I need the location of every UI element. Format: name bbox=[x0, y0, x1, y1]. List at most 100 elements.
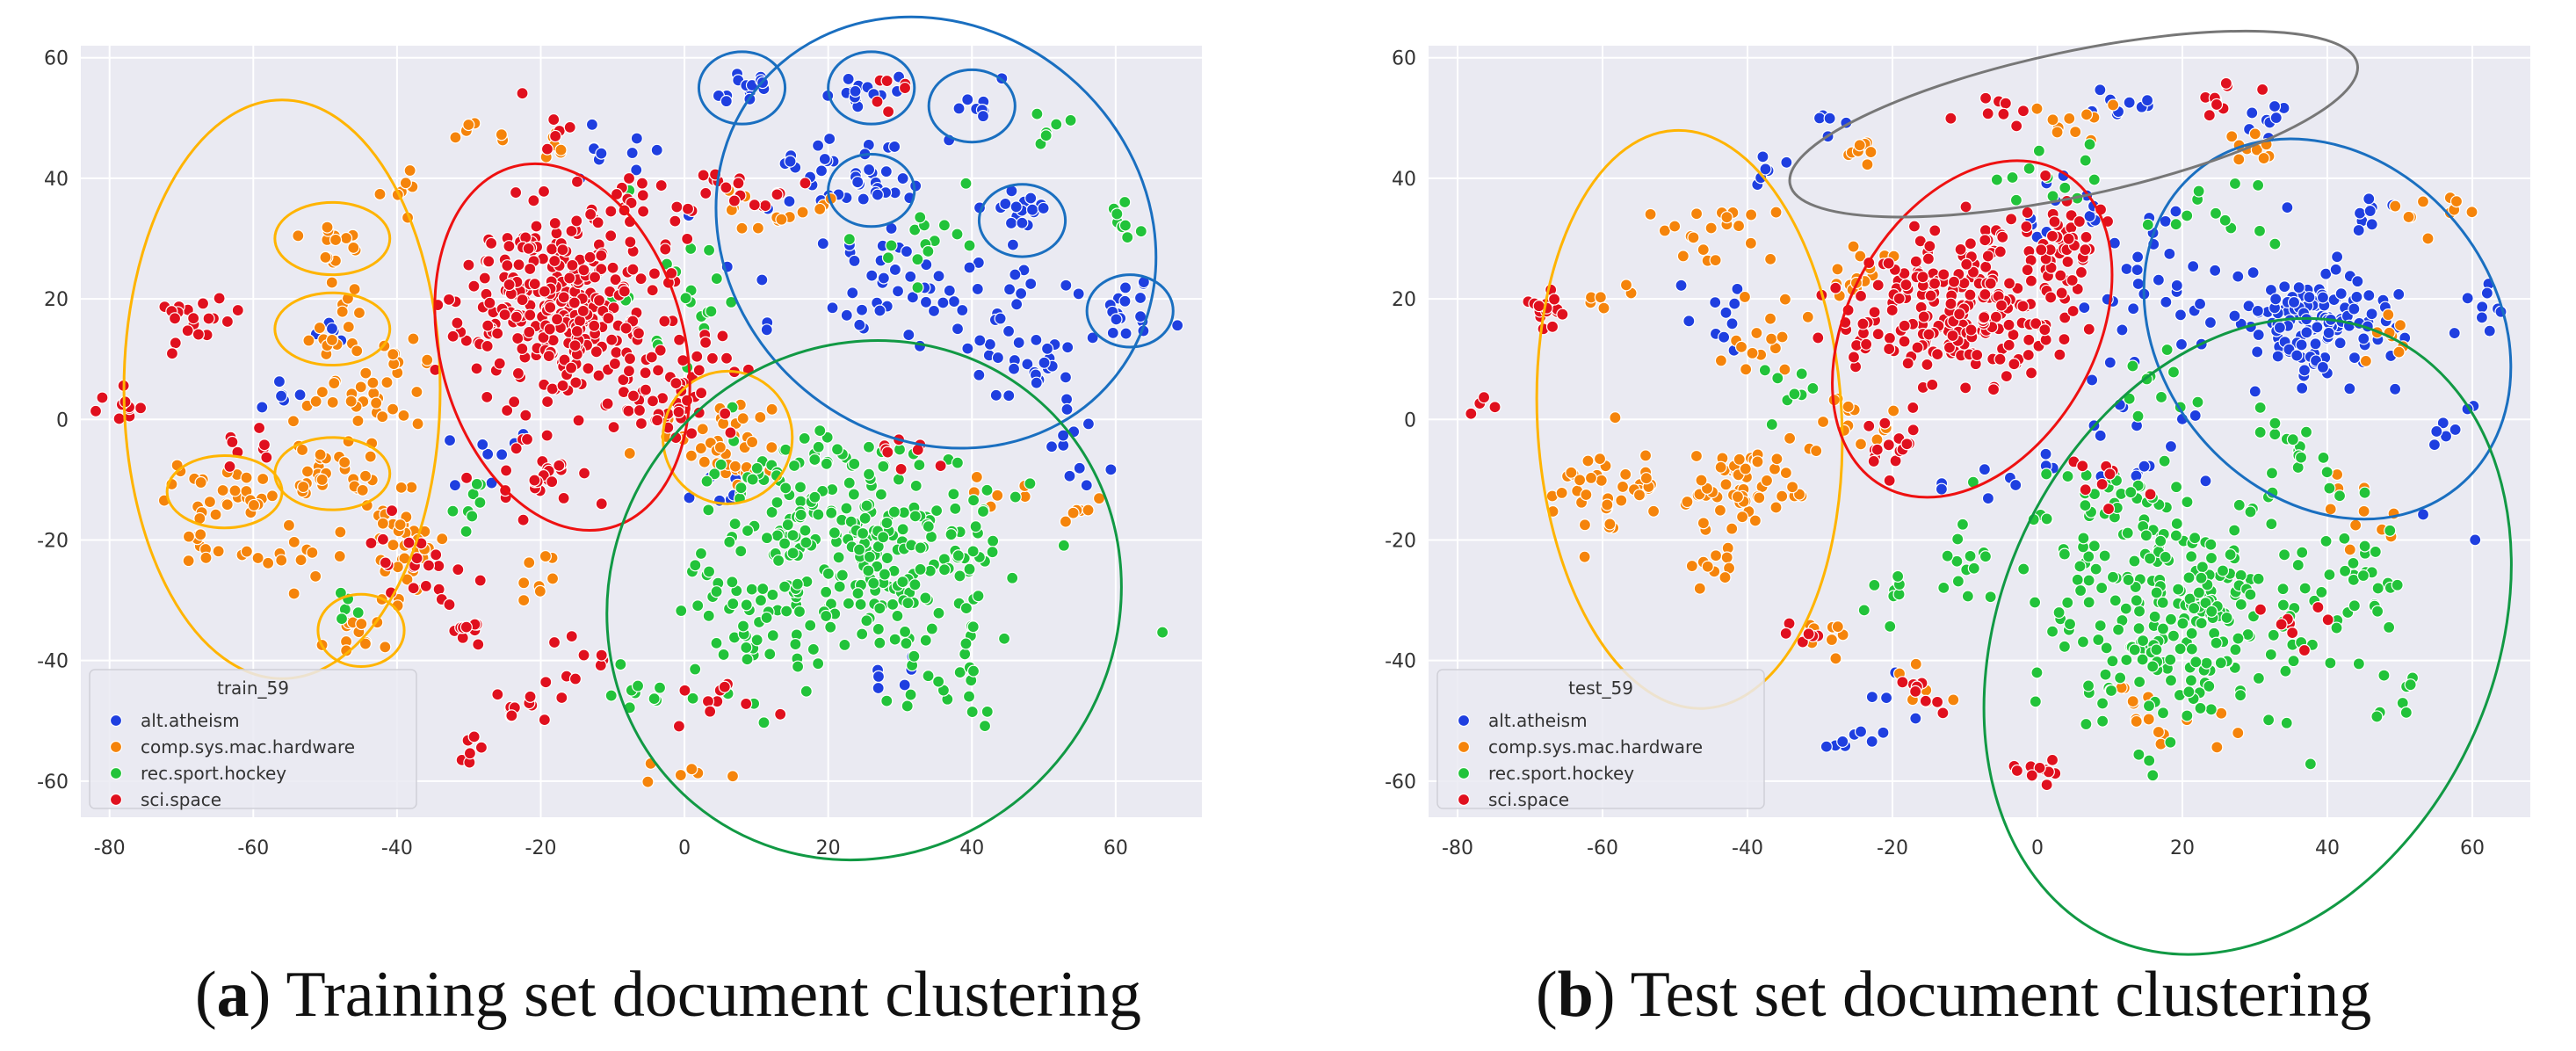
scatter-point bbox=[1779, 627, 1792, 640]
scatter-point bbox=[2030, 317, 2043, 330]
scatter-point bbox=[702, 243, 716, 257]
scatter-point bbox=[1847, 240, 1860, 253]
scatter-point bbox=[973, 334, 987, 347]
scatter-point bbox=[959, 648, 972, 661]
scatter-point bbox=[546, 572, 560, 585]
scatter-point bbox=[590, 345, 603, 359]
scatter-point bbox=[1082, 417, 1096, 431]
scatter-point bbox=[774, 707, 787, 721]
scatter-point bbox=[2317, 451, 2330, 464]
scatter-point bbox=[947, 488, 960, 501]
scatter-point bbox=[962, 690, 976, 703]
scatter-point bbox=[1695, 474, 1708, 487]
scatter-point bbox=[2254, 401, 2267, 414]
scatter-point bbox=[1911, 341, 1924, 354]
scatter-point bbox=[2051, 126, 2064, 139]
scatter-point bbox=[856, 526, 870, 540]
scatter-point bbox=[2156, 596, 2169, 609]
scatter-point bbox=[541, 395, 554, 409]
scatter-point bbox=[2294, 451, 2308, 464]
scatter-point bbox=[793, 481, 807, 494]
scatter-point bbox=[2232, 153, 2246, 166]
scatter-point bbox=[2156, 707, 2170, 720]
y-tick-label: 20 bbox=[44, 289, 69, 311]
scatter-point bbox=[646, 395, 660, 408]
scatter-point bbox=[582, 362, 595, 375]
scatter-point bbox=[836, 569, 849, 582]
scatter-point bbox=[2232, 726, 2245, 740]
scatter-point bbox=[2365, 308, 2378, 321]
scatter-point bbox=[527, 194, 540, 207]
scatter-point bbox=[336, 305, 349, 318]
scatter-point bbox=[538, 285, 551, 298]
scatter-point bbox=[556, 243, 569, 257]
scatter-point bbox=[2191, 395, 2204, 409]
scatter-point bbox=[2063, 112, 2076, 125]
scatter-point bbox=[765, 505, 778, 519]
scatter-point bbox=[2138, 460, 2151, 473]
scatter-point bbox=[727, 597, 740, 611]
scatter-point bbox=[1004, 216, 1018, 230]
scatter-point bbox=[2099, 668, 2112, 681]
scatter-point bbox=[840, 308, 853, 322]
caption-a: (a) Training set document clustering bbox=[195, 959, 1142, 1031]
scatter-point bbox=[792, 605, 807, 619]
scatter-point bbox=[898, 678, 911, 692]
scatter-point bbox=[2181, 496, 2194, 509]
scatter-point bbox=[2081, 679, 2095, 692]
scatter-point bbox=[2304, 757, 2317, 771]
scatter-point bbox=[771, 188, 784, 201]
scatter-point bbox=[2080, 108, 2094, 121]
scatter-point bbox=[2150, 643, 2163, 656]
scatter-point bbox=[1984, 591, 1997, 604]
legend-marker bbox=[1457, 714, 1471, 728]
scatter-point bbox=[2350, 290, 2363, 304]
scatter-point bbox=[873, 304, 886, 317]
scatter-point bbox=[399, 177, 412, 190]
scatter-point bbox=[1682, 315, 1696, 328]
scatter-point bbox=[2083, 138, 2096, 151]
scatter-point bbox=[2265, 518, 2278, 531]
scatter-point bbox=[763, 648, 777, 661]
scatter-point bbox=[857, 192, 870, 206]
scatter-point bbox=[2351, 275, 2364, 288]
scatter-point bbox=[2392, 345, 2406, 359]
scatter-point bbox=[1118, 281, 1132, 294]
scatter-point bbox=[1829, 652, 1842, 665]
scatter-point bbox=[655, 178, 668, 192]
scatter-point bbox=[1836, 735, 1849, 748]
scatter-point bbox=[631, 679, 645, 692]
scatter-point bbox=[546, 382, 559, 395]
scatter-point bbox=[1580, 488, 1593, 502]
scatter-point bbox=[720, 95, 733, 108]
scatter-point bbox=[691, 599, 705, 612]
scatter-point bbox=[2356, 569, 2370, 583]
scatter-point bbox=[1870, 443, 1884, 456]
scatter-point bbox=[2275, 618, 2288, 631]
scatter-point bbox=[828, 526, 841, 540]
scatter-point bbox=[339, 231, 353, 245]
scatter-point bbox=[1810, 444, 1823, 458]
scatter-point bbox=[2254, 603, 2268, 616]
scatter-point bbox=[498, 308, 511, 322]
scatter-point bbox=[2076, 460, 2089, 473]
scatter-point bbox=[1853, 139, 1866, 152]
scatter-point bbox=[2035, 243, 2048, 257]
scatter-point bbox=[2124, 486, 2138, 499]
scatter-point bbox=[2338, 564, 2352, 577]
scatter-point bbox=[1565, 466, 1578, 479]
scatter-point bbox=[2002, 338, 2015, 352]
scatter-point bbox=[1059, 515, 1073, 528]
scatter-point bbox=[1006, 238, 1020, 251]
scatter-point bbox=[576, 304, 590, 318]
scatter-point bbox=[1739, 462, 1752, 475]
scatter-point bbox=[909, 479, 923, 492]
scatter-point bbox=[1802, 627, 1815, 641]
scatter-point bbox=[2296, 381, 2309, 395]
scatter-point bbox=[2185, 627, 2198, 640]
scatter-point bbox=[759, 199, 772, 213]
scatter-point bbox=[325, 322, 339, 336]
scatter-point bbox=[1060, 402, 1074, 416]
scatter-point bbox=[422, 559, 436, 572]
scatter-point bbox=[1118, 294, 1132, 308]
